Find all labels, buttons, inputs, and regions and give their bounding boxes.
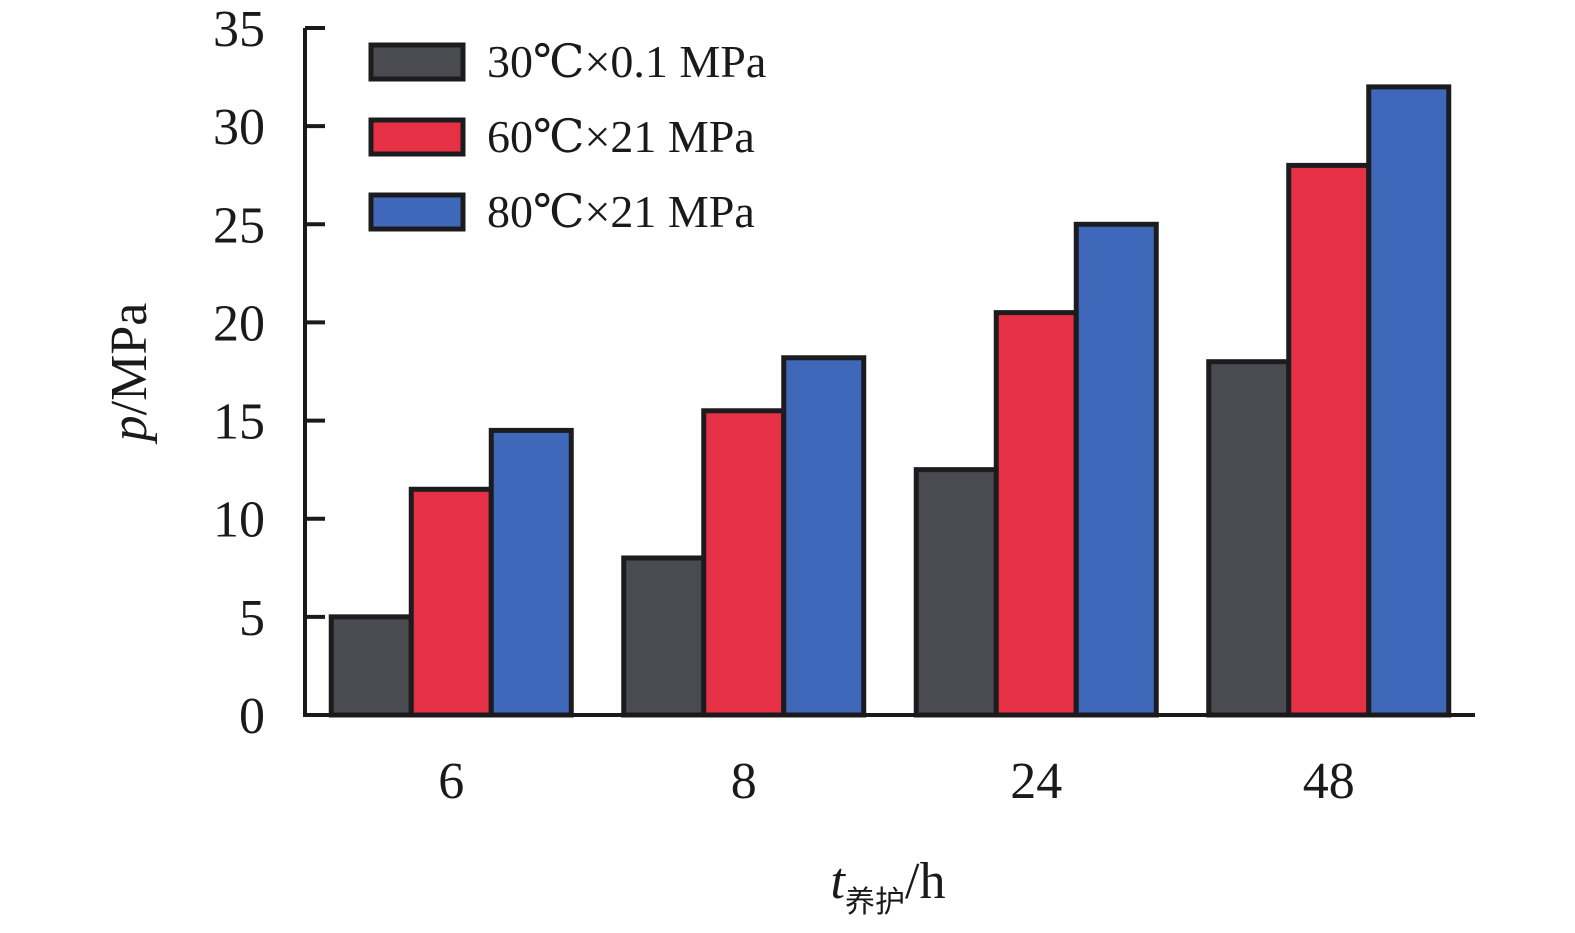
y-axis-label-main: p xyxy=(101,415,158,445)
y-tick-label: 30 xyxy=(213,99,265,156)
bar-series-3-cat-6 xyxy=(488,427,574,718)
x-axis-label-unit: /h xyxy=(905,853,945,910)
bar-series-3-cat-48 xyxy=(1366,84,1452,718)
y-axis-label: p/MPa xyxy=(101,303,158,446)
bar-series-1-cat-6 xyxy=(328,614,414,718)
bar-series-1-cat-8 xyxy=(621,555,707,718)
x-tick-label: 8 xyxy=(731,753,757,810)
legend-swatch xyxy=(368,42,466,82)
y-ticks: 0 5 10 15 20 25 30 35 xyxy=(213,1,325,745)
y-axis-label-unit: /MPa xyxy=(101,303,158,416)
x-axis-label-main: t xyxy=(831,853,847,910)
x-axis-label: t养护/h xyxy=(831,853,946,920)
y-tick-label: 5 xyxy=(239,590,265,647)
legend-swatch xyxy=(368,117,466,157)
bar-series-3-cat-8 xyxy=(781,355,867,718)
x-tick-label: 6 xyxy=(438,753,464,810)
axes-layer xyxy=(303,28,1475,717)
x-axis-label-sub: 养护 xyxy=(845,885,905,920)
bar-series-2-cat-6 xyxy=(408,486,494,718)
y-tick-label: 0 xyxy=(239,688,265,745)
legend-label: 60℃×21 MPa xyxy=(487,111,755,162)
y-tick-label: 10 xyxy=(213,492,265,549)
x-ticks: 6 8 24 48 xyxy=(438,753,1355,810)
legend-label: 30℃×0.1 MPa xyxy=(487,36,766,87)
bar-series-1-cat-24 xyxy=(913,467,999,718)
bar-series-2-cat-8 xyxy=(701,408,787,718)
legend: 30℃×0.1 MPa 60℃×21 MPa 80℃×21 MPa xyxy=(368,36,766,237)
bars-layer xyxy=(328,84,1452,718)
y-tick-label: 35 xyxy=(213,1,265,58)
bar-series-2-cat-24 xyxy=(993,310,1079,718)
x-tick-label: 48 xyxy=(1303,753,1355,810)
bar-series-3-cat-24 xyxy=(1073,221,1159,718)
x-tick-label: 24 xyxy=(1010,753,1062,810)
y-tick-label: 20 xyxy=(213,295,265,352)
legend-label: 80℃×21 MPa xyxy=(487,186,755,237)
bar-series-2-cat-48 xyxy=(1286,162,1372,718)
legend-swatch xyxy=(368,192,466,232)
bar-series-1-cat-48 xyxy=(1206,359,1292,718)
y-tick-label: 15 xyxy=(213,394,265,451)
y-tick-label: 25 xyxy=(213,197,265,254)
